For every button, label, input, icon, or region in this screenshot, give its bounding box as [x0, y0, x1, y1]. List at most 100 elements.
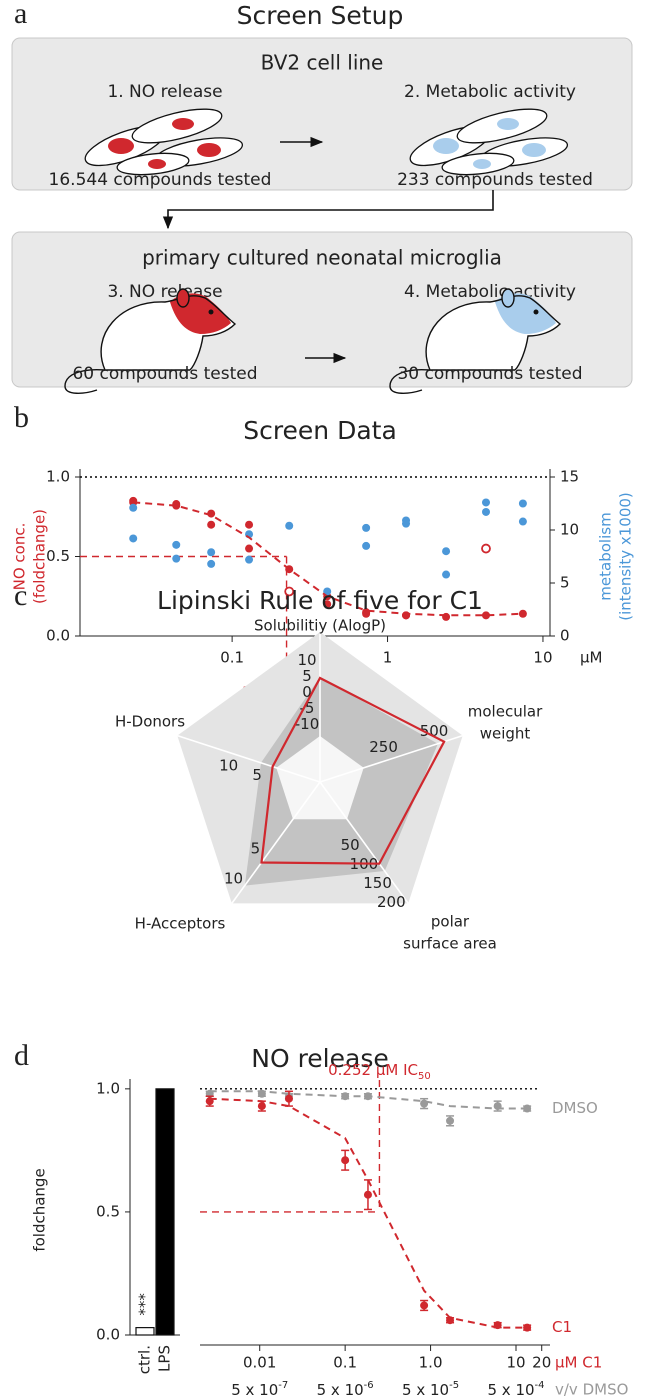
- point: [245, 520, 254, 529]
- point: [481, 611, 490, 620]
- point: [402, 519, 411, 528]
- radar-axis-label: Solubilitiy (AlogP): [254, 617, 386, 635]
- point: [207, 520, 216, 529]
- y-axis-label: (foldchange): [31, 509, 49, 604]
- radar-axis: [231, 781, 321, 904]
- x-tick-label: 1: [383, 649, 393, 667]
- bar: [135, 1327, 155, 1336]
- fit-line: [209, 1097, 528, 1329]
- x-unit: μM: [580, 649, 603, 667]
- point: [481, 507, 490, 516]
- point: [523, 1323, 532, 1332]
- radar-axis-label: surface area: [403, 935, 497, 953]
- point: [284, 1094, 293, 1103]
- ic50-label-sub: 50: [418, 1071, 431, 1082]
- ic50-label: 0.252 μM IC50: [328, 1061, 431, 1082]
- step-result: 16.544 compounds tested: [49, 170, 272, 190]
- arrow: [162, 190, 494, 230]
- point: [362, 541, 371, 550]
- radar-tick-label: 5: [302, 667, 312, 685]
- radar-axis-label: H-Donors: [115, 713, 185, 731]
- radar-axis-label: H-Acceptors: [135, 915, 226, 933]
- x2-tick-label: 5 x 10-7: [231, 1380, 288, 1399]
- x2-tick-label-sub: -7: [278, 1380, 288, 1391]
- x2-tick-label-main: 5 x 10: [402, 1381, 449, 1399]
- y2-tick-label: 5: [560, 574, 570, 592]
- radar-axis: [319, 734, 463, 783]
- y-axis-label: NO conc.: [11, 523, 29, 591]
- y2-tick-label: 15: [560, 468, 579, 486]
- radar-series: [260, 676, 446, 865]
- x-tick-label: LPS: [156, 1345, 174, 1372]
- x-tick-label: 0.1: [333, 1354, 357, 1372]
- radar-axis-label: polar: [431, 913, 470, 931]
- x-tick-label: 0.1: [220, 649, 244, 667]
- series-label: DMSO: [552, 1099, 598, 1117]
- point: [446, 1116, 455, 1125]
- stage-title: primary cultured neonatal microglia: [142, 246, 502, 270]
- point: [323, 587, 332, 596]
- x-tick-label: 10: [506, 1354, 525, 1372]
- x-unit: μM C1: [555, 1354, 602, 1372]
- point: [481, 498, 490, 507]
- panel-title: Screen Setup: [237, 1, 404, 30]
- chart-title: NO release: [251, 1044, 389, 1073]
- point: [518, 517, 527, 526]
- radar-tick-label: 10: [297, 651, 316, 669]
- x2-tick-label: 5 x 10-5: [402, 1380, 459, 1399]
- y-tick-label: 1.0: [46, 468, 70, 486]
- radar-tick-label: 250: [369, 738, 398, 756]
- panel-label: d: [14, 1039, 29, 1072]
- step-result: 60 compounds tested: [72, 364, 257, 384]
- x2-tick-label: 5 x 10-6: [317, 1380, 374, 1399]
- y2-tick-label: 0: [560, 627, 570, 645]
- radar-tick-label: 500: [420, 722, 449, 740]
- y-tick-label: 0.0: [96, 1326, 120, 1344]
- x-tick-label: ctrl.: [136, 1345, 154, 1374]
- point: [205, 1097, 214, 1106]
- radar-tick-label: -10: [295, 715, 320, 733]
- radar-tick-label: -5: [300, 699, 315, 717]
- point: [323, 600, 332, 609]
- x2-tick-label-main: 5 x 10: [487, 1381, 534, 1399]
- x2-tick-label-sub: -6: [364, 1380, 374, 1391]
- point: [363, 1190, 372, 1199]
- point: [245, 555, 254, 564]
- radar-tick-label: 10: [224, 869, 243, 887]
- x-tick-label: 1.0: [419, 1354, 443, 1372]
- radar-tick-label: 10: [219, 756, 238, 774]
- x-tick-label: 10: [533, 649, 552, 667]
- point: [523, 1104, 532, 1113]
- point: [285, 521, 294, 530]
- y-tick-label: 1.0: [96, 1079, 120, 1097]
- point: [518, 499, 527, 508]
- point: [129, 534, 138, 543]
- radar-tick-label: 5: [251, 839, 261, 857]
- chart-title: Screen Data: [243, 416, 397, 445]
- y-tick-label: 0.5: [96, 1202, 120, 1220]
- y-axis-label: foldchange: [31, 1168, 49, 1251]
- point: [257, 1089, 266, 1098]
- point: [284, 586, 295, 597]
- step-label: 4. Metabolic activity: [404, 282, 576, 302]
- x2-tick-label-main: 5 x 10: [317, 1381, 364, 1399]
- y2-axis-label: metabolism: [597, 512, 615, 600]
- point: [207, 548, 216, 557]
- bar: [155, 1088, 175, 1336]
- radar-axis: [319, 781, 409, 904]
- point: [172, 540, 181, 549]
- point: [493, 1102, 502, 1111]
- point: [493, 1321, 502, 1330]
- point: [446, 1316, 455, 1325]
- point: [363, 1092, 372, 1101]
- x-tick-label: 20: [532, 1354, 551, 1372]
- step-label: 1. NO release: [107, 82, 222, 102]
- point: [420, 1301, 429, 1310]
- x-tick-label: 0.01: [243, 1354, 276, 1372]
- x2-tick-label-sub: -5: [449, 1380, 459, 1391]
- panel-label: b: [14, 401, 29, 434]
- point: [341, 1092, 350, 1101]
- point: [442, 547, 451, 556]
